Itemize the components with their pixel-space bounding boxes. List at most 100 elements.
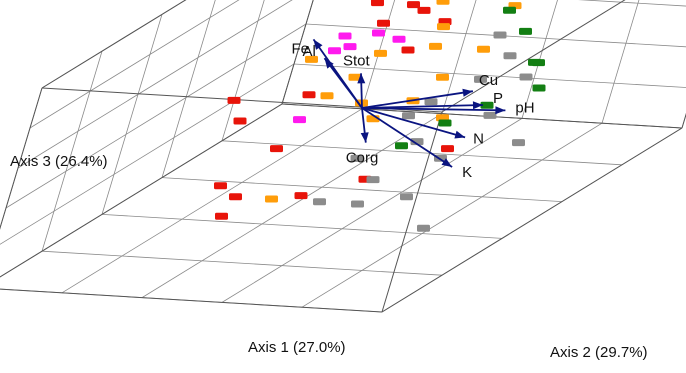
- left-wall-gridline: [221, 0, 265, 141]
- data-point-orange: [374, 49, 387, 57]
- data-point-gray: [512, 139, 525, 147]
- cube-edge: [281, 103, 683, 129]
- left-wall-gridline: [5, 23, 307, 209]
- data-point-red: [229, 193, 242, 201]
- floor-gridline: [221, 140, 623, 166]
- data-point-orange: [305, 55, 318, 63]
- cube-edge: [0, 87, 43, 230]
- cube-edge: [281, 0, 314, 105]
- data-point-orange: [429, 42, 442, 50]
- vector-label-corg: Corg: [346, 150, 379, 167]
- data-point-green: [395, 142, 408, 150]
- left-wall-gridline: [101, 14, 163, 215]
- data-point-gray: [400, 193, 413, 201]
- floor-gridline: [161, 177, 563, 202]
- vector-arrowhead: [360, 132, 369, 143]
- back-wall-gridline: [521, 0, 558, 119]
- data-point-green: [480, 101, 494, 109]
- data-point-gray: [402, 112, 415, 120]
- vector-ph: [361, 107, 506, 112]
- left-wall-gridline: [41, 51, 103, 252]
- back-wall-gridline: [681, 113, 686, 129]
- vector-arrowhead: [472, 101, 483, 110]
- cube-edge: [0, 103, 283, 278]
- data-point-red: [407, 1, 420, 9]
- floor-gridline: [141, 113, 443, 298]
- points-layer: [214, 0, 546, 232]
- axis-2-title: Axis 2 (29.7%): [550, 344, 648, 361]
- data-point-gray: [519, 73, 533, 81]
- data-point-red: [417, 6, 431, 14]
- data-point-gray: [417, 224, 430, 232]
- cube-edge: [681, 112, 686, 129]
- axis-1-title: Axis 1 (27.0%): [248, 339, 346, 356]
- data-point-magenta: [343, 43, 357, 51]
- vector-arrowhead: [454, 130, 466, 139]
- data-point-orange: [436, 73, 449, 81]
- vector-n: [361, 107, 466, 139]
- data-point-magenta: [293, 116, 306, 124]
- vector-label-cu: Cu: [479, 72, 498, 89]
- data-point-green: [532, 84, 546, 92]
- data-point-gray: [350, 154, 364, 162]
- floor-gridline: [221, 118, 523, 303]
- left-wall-gridline: [161, 0, 216, 178]
- vector-cu: [361, 90, 474, 109]
- data-point-orange: [437, 23, 450, 31]
- left-wall-gridline: [17, 0, 293, 169]
- data-point-red: [270, 145, 283, 153]
- left-wall-gridline: [0, 87, 43, 230]
- data-point-red: [227, 96, 241, 104]
- data-point-gray: [503, 52, 517, 60]
- axis-3-title: Axis 3 (26.4%): [10, 153, 108, 170]
- vector-arrowhead: [441, 158, 453, 167]
- vector-k: [361, 107, 453, 168]
- floor-gridline: [61, 108, 363, 294]
- floor-gridline: [101, 214, 503, 239]
- back-wall-gridline: [293, 63, 686, 88]
- cube-edge: [41, 0, 187, 89]
- vector-arrowhead: [313, 39, 323, 50]
- vector-label-p: P: [493, 90, 503, 107]
- data-point-gray: [493, 31, 507, 39]
- data-point-green: [503, 6, 516, 14]
- data-point-red: [401, 46, 415, 54]
- vector-arrowhead: [495, 106, 506, 115]
- vector-label-n: N: [473, 130, 484, 147]
- vector-label-k: K: [462, 164, 472, 181]
- data-point-red: [371, 0, 384, 7]
- floor-gridline: [301, 122, 603, 308]
- data-point-red: [214, 182, 227, 190]
- cube-edge: [381, 111, 443, 313]
- data-point-orange: [436, 0, 450, 5]
- back-wall-gridline: [441, 0, 477, 114]
- back-wall-gridline: [361, 0, 396, 109]
- cube-edge: [381, 127, 683, 313]
- data-point-green: [438, 119, 452, 127]
- vector-label-ph: pH: [515, 99, 534, 116]
- data-point-orange: [477, 45, 490, 53]
- data-point-orange: [265, 195, 278, 203]
- data-point-gray: [410, 138, 424, 146]
- data-point-red: [441, 145, 454, 153]
- vector-arrowhead: [324, 58, 334, 69]
- vector-fe: [312, 38, 363, 109]
- data-point-red: [294, 192, 308, 200]
- data-point-orange: [348, 73, 362, 81]
- data-point-red: [302, 91, 316, 99]
- data-point-red: [377, 19, 390, 27]
- vector-arrowhead: [357, 73, 366, 84]
- floor-gridline: [41, 250, 443, 276]
- back-wall-gridline: [577, 0, 686, 7]
- back-wall-gridline: [601, 0, 640, 124]
- data-point-gray: [366, 176, 380, 184]
- data-point-gray: [424, 98, 438, 106]
- data-point-red: [215, 212, 228, 220]
- data-point-gray: [351, 200, 364, 208]
- data-point-magenta: [392, 35, 406, 43]
- data-point-red: [233, 117, 247, 125]
- left-wall-gridline: [0, 63, 295, 245]
- vector-arrowhead: [462, 88, 473, 97]
